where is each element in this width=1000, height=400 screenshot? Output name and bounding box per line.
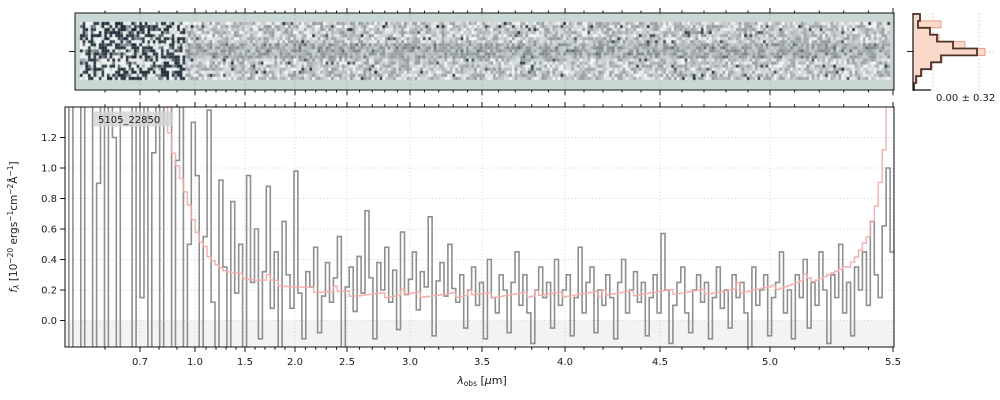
- object-id-box: [93, 111, 172, 127]
- main-axis-ticks: [60, 102, 894, 352]
- main-frame: [64, 106, 895, 348]
- spectrum-panel: 0.7 1.0 1.5 2.0 2.5 3.0 3.5 4.0 4.5 5.0 5.5 0.0 0.2…: [6, 102, 901, 388]
- panel-gap-gridlines: [139, 91, 894, 106]
- svg-text:2.0: 2.0: [287, 357, 303, 368]
- svg-text:4.0: 4.0: [557, 357, 573, 368]
- svg-text:1.0: 1.0: [187, 357, 203, 368]
- svg-text:1.2: 1.2: [41, 133, 57, 144]
- spec2d-frame: [74, 12, 895, 91]
- svg-text:0.2: 0.2: [41, 286, 57, 297]
- y-axis-label: fλ [10−20 ergs−1cm−2Å−1]: [6, 161, 21, 292]
- x-tick-labels: 0.7 1.0 1.5 2.0 2.5 3.0 3.5 4.0 4.5 5.0 5.5: [132, 357, 901, 368]
- svg-text:0.8: 0.8: [41, 194, 57, 205]
- svg-text:0.4: 0.4: [41, 255, 57, 266]
- noise-histogram-panel: 0.00 ± 0.32: [907, 13, 996, 104]
- svg-text:0.7: 0.7: [132, 357, 148, 368]
- hist-outline-steps: [913, 13, 978, 91]
- svg-text:3.5: 3.5: [474, 357, 490, 368]
- svg-text:1.0: 1.0: [41, 164, 57, 175]
- svg-text:0.0: 0.0: [41, 316, 57, 327]
- x-axis-label: λobs [μm]: [456, 374, 507, 388]
- main-gridlines: [65, 107, 894, 347]
- spec2d-ticks: [104, 8, 894, 95]
- error-step-line: [162, 107, 887, 299]
- svg-text:3.0: 3.0: [402, 357, 418, 368]
- spec2d-panel: [69, 8, 895, 106]
- svg-text:2.5: 2.5: [339, 357, 355, 368]
- hist-axis: [912, 13, 931, 91]
- object-id-label: 5105_22850: [98, 115, 160, 126]
- y-tick-labels: 0.0 0.2 0.4 0.6 0.8 1.0 1.2: [41, 133, 57, 327]
- svg-text:4.5: 4.5: [652, 357, 668, 368]
- hist-stat-label: 0.00 ± 0.32: [936, 93, 995, 104]
- below-zero-band: [65, 320, 894, 347]
- svg-text:5.5: 5.5: [885, 357, 901, 368]
- svg-text:5.0: 5.0: [762, 357, 778, 368]
- svg-text:1.5: 1.5: [237, 357, 253, 368]
- svg-text:0.6: 0.6: [41, 225, 57, 236]
- hist-filled-steps: [912, 13, 986, 91]
